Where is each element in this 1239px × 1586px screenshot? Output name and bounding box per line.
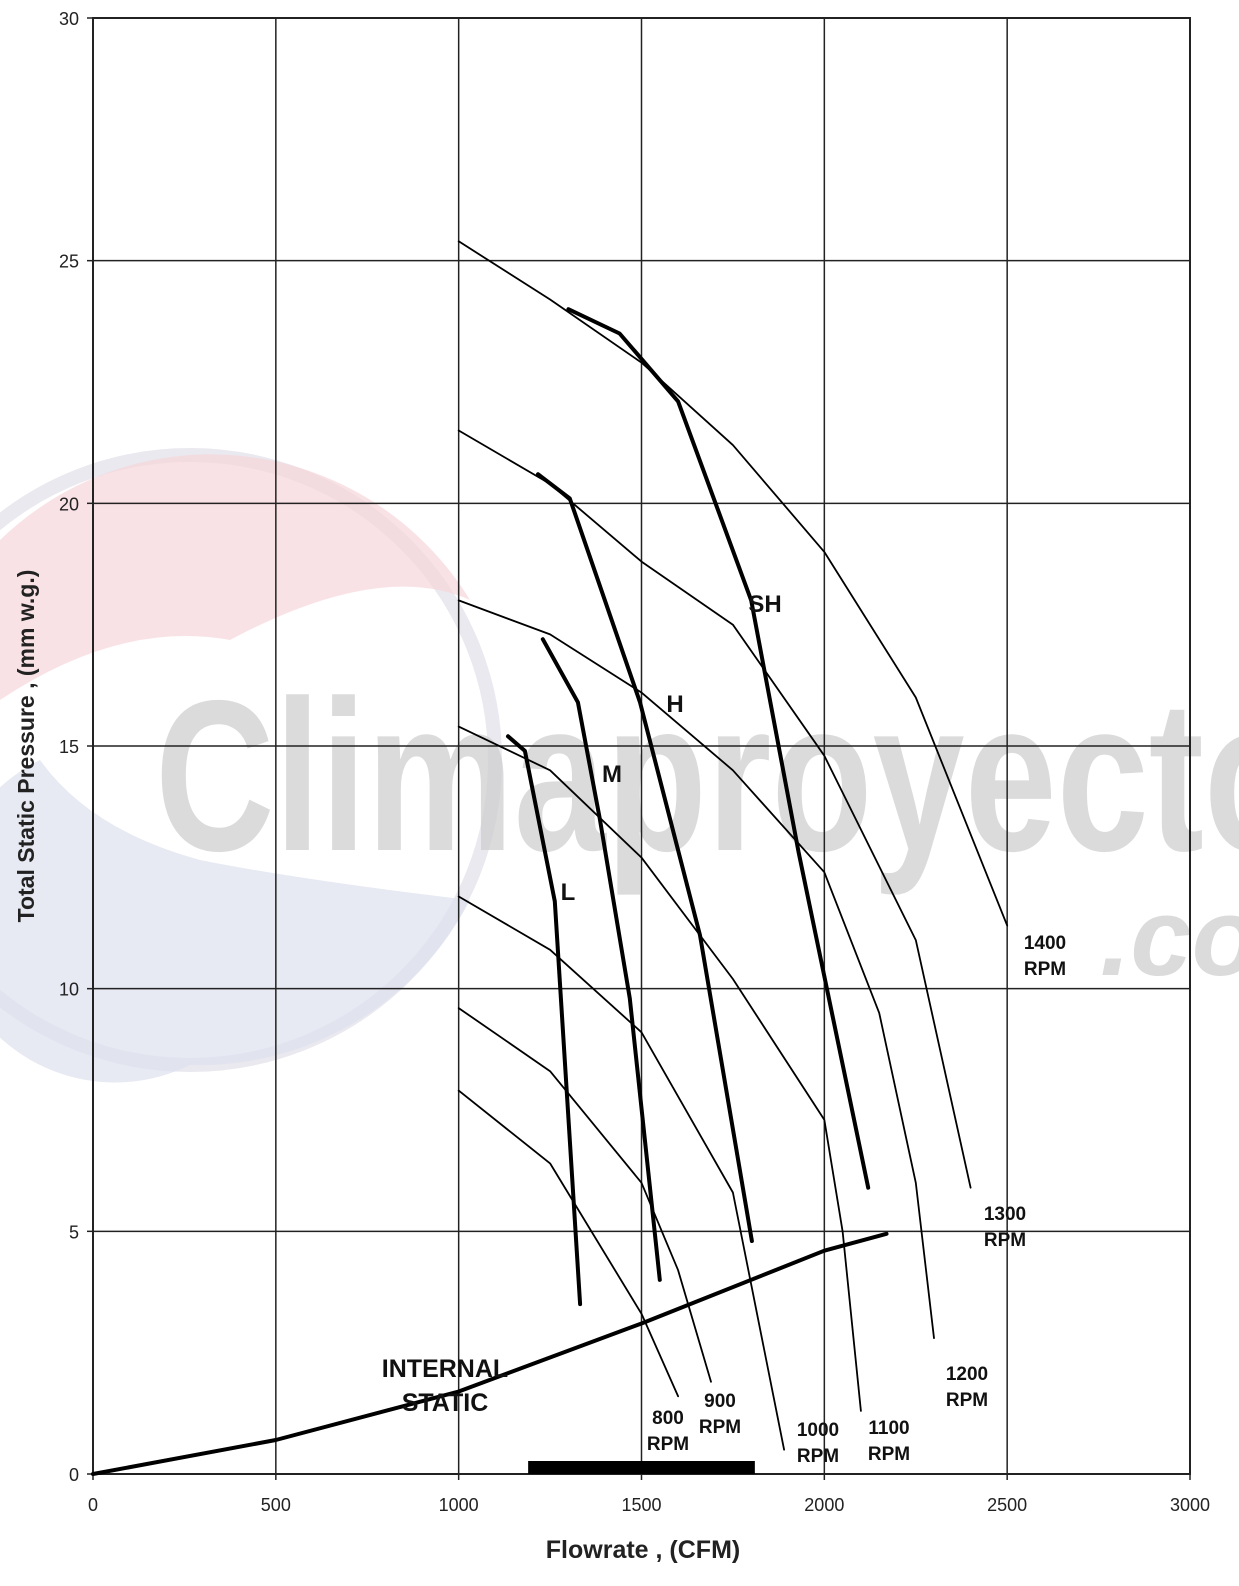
y-axis-title: Total Static Pressure , (mm w.g.) — [13, 570, 39, 923]
x-tick-label: 2500 — [987, 1495, 1027, 1515]
speed-label: M — [602, 761, 622, 788]
curve-label: 1400 RPM — [1023, 933, 1067, 980]
watermark: Climaproyecto — [155, 655, 1239, 896]
curve-label: 900 RPM — [698, 1391, 742, 1438]
rpm-curve — [457, 725, 862, 1412]
rpm-curve — [457, 240, 1009, 927]
speed-curve — [540, 637, 662, 1282]
rpm-curve — [457, 1007, 712, 1383]
curve-label: 1100 RPM — [867, 1418, 911, 1465]
curve-label: 1000 RPM — [796, 1420, 840, 1467]
speed-label: H — [666, 691, 684, 718]
y-tick-label: 0 — [69, 1465, 79, 1485]
watermark-swoosh — [0, 760, 470, 1083]
operating-range-bar — [528, 1461, 755, 1474]
speed-curve — [566, 307, 871, 1190]
speed-label: SH — [748, 591, 782, 618]
curve-label: 1200 RPM — [945, 1364, 989, 1411]
y-tick-label: 25 — [59, 252, 79, 272]
x-tick-label: 1000 — [439, 1495, 479, 1515]
y-tick-label: 15 — [59, 737, 79, 757]
rpm-curve — [457, 599, 935, 1339]
y-tick-label: 5 — [69, 1222, 79, 1242]
x-tick-label: 2000 — [804, 1495, 844, 1515]
x-tick-label: 1500 — [621, 1495, 661, 1515]
curve-label: 1300 RPM — [983, 1204, 1027, 1251]
y-tick-label: 10 — [59, 980, 79, 1000]
y-tick-label: 20 — [59, 494, 79, 514]
y-tick-label: 30 — [59, 9, 79, 29]
x-axis-title: Flowrate , (CFM) — [546, 1536, 740, 1564]
x-tick-label: 0 — [88, 1495, 98, 1515]
internal-static-curve — [91, 1231, 889, 1476]
x-tick-label: 500 — [261, 1495, 291, 1515]
curve-label: 800 RPM — [646, 1408, 690, 1455]
watermark-swoosh — [0, 454, 470, 700]
watermark: .co — [1100, 876, 1239, 999]
speed-label: L — [560, 879, 576, 906]
curve-label: INTERNAL STATIC — [381, 1355, 509, 1417]
x-tick-label: 3000 — [1170, 1495, 1210, 1515]
speed-curve — [506, 734, 583, 1307]
speed-curve — [536, 472, 754, 1243]
rpm-curve — [457, 1089, 679, 1398]
